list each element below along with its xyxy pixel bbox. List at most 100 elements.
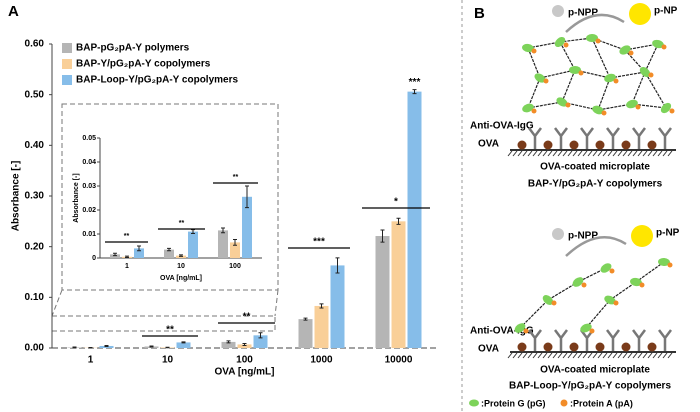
protein-a — [648, 72, 654, 78]
diagram: p-NPP p-NP Anti-OVA-IgG OVA OVA-coated m… — [469, 3, 680, 408]
plate-hatch — [512, 352, 518, 359]
bar — [110, 254, 120, 258]
substrate-label: p-NPP — [568, 231, 598, 242]
protein-g — [534, 73, 546, 83]
bar — [298, 319, 313, 348]
error-bar — [245, 185, 249, 209]
plate-hatch — [602, 150, 608, 157]
y-axis-label: Absorbance [-] — [11, 161, 22, 232]
bar — [407, 91, 422, 349]
y-tick-label: 0 — [92, 255, 96, 262]
plate-hatch — [562, 352, 568, 359]
y-tick-label: 0.10 — [25, 292, 45, 303]
plate-hatch — [532, 150, 538, 157]
panel-label: A — [8, 3, 19, 20]
bar — [164, 249, 174, 258]
product-label: p-NP — [654, 6, 678, 17]
x-tick-label: 1000 — [310, 355, 333, 366]
legend-swatch — [62, 75, 72, 85]
plate-hatch — [557, 150, 563, 157]
legend-label: BAP-Y/pG₂pA-Y copolymers — [76, 59, 211, 70]
antibody — [606, 329, 620, 351]
plate-hatch — [667, 150, 673, 157]
protein-g — [522, 43, 534, 53]
plate-hatch — [527, 352, 533, 359]
ova — [647, 140, 657, 150]
significance: ** — [233, 174, 239, 181]
protein-g — [604, 73, 616, 83]
plate-hatch — [557, 352, 563, 359]
protein-a — [551, 300, 557, 306]
plate-hatch — [637, 352, 643, 359]
product-label: p-NP — [656, 228, 680, 239]
error-bar — [335, 257, 340, 274]
plate-hatch — [577, 352, 583, 359]
x-tick-label: 100 — [236, 355, 253, 366]
plate-hatch — [537, 150, 543, 157]
error-bar — [113, 252, 117, 257]
ova — [543, 140, 553, 150]
x-tick-label: 10 — [177, 263, 185, 270]
significance: * — [394, 197, 398, 208]
protein-a — [628, 50, 634, 56]
plate-hatch — [582, 150, 588, 157]
bar — [218, 230, 228, 258]
plate-hatch — [527, 150, 533, 157]
substrate-label: p-NPP — [568, 8, 598, 19]
error-bar — [149, 345, 154, 348]
ova — [517, 140, 527, 150]
y-tick-label: 0.40 — [25, 140, 45, 151]
plate-hatch — [602, 352, 608, 359]
protein-g — [600, 263, 612, 273]
reaction-arrow — [565, 236, 627, 257]
protein-a — [667, 262, 673, 268]
plate-hatch — [597, 352, 603, 359]
ova — [517, 342, 527, 352]
plate-hatch — [612, 150, 618, 157]
ova — [621, 140, 631, 150]
protein-a — [565, 102, 571, 108]
protein-a — [595, 38, 601, 44]
plate-hatch — [522, 352, 528, 359]
plate-hatch — [547, 352, 553, 359]
bar — [221, 341, 236, 348]
bar — [391, 221, 406, 348]
y-tick-label: 0.20 — [25, 241, 45, 252]
ova — [621, 342, 631, 352]
protein-a — [613, 78, 619, 84]
protein-g — [586, 33, 598, 43]
protein-g — [639, 67, 651, 77]
inset-frame — [61, 103, 279, 291]
x-tick-label: 10000 — [385, 355, 413, 366]
protein-a — [589, 328, 595, 334]
antibody-label: Anti-OVA-IgG — [470, 121, 534, 132]
significance: ** — [179, 220, 185, 227]
plate-hatch — [632, 352, 638, 359]
y-tick-label: 0.50 — [25, 89, 45, 100]
plate-hatch — [617, 150, 623, 157]
plate-hatch — [617, 352, 623, 359]
plate-hatch — [647, 150, 653, 157]
bar — [188, 231, 198, 258]
significance: ** — [166, 325, 174, 336]
antibody — [658, 127, 672, 149]
caption: BAP-Y/pG₂pA-Y copolymers — [528, 179, 663, 190]
protein-g — [542, 295, 554, 305]
protein-a — [601, 110, 607, 116]
product-icon — [629, 3, 651, 25]
antigen-label: OVA — [478, 139, 499, 150]
protein-g — [569, 66, 581, 74]
y-tick-label: 0.01 — [82, 231, 96, 238]
bar — [314, 305, 329, 348]
protein-g — [660, 102, 672, 114]
plate-hatch — [577, 150, 583, 157]
protein-g — [658, 257, 670, 267]
protein-g — [554, 36, 566, 48]
plate-hatch — [607, 150, 613, 157]
ova — [647, 342, 657, 352]
antibody — [606, 127, 620, 149]
legend-label: :Protein G (pG) — [481, 398, 546, 408]
error-bar — [221, 227, 225, 234]
plate-hatch — [622, 352, 628, 359]
